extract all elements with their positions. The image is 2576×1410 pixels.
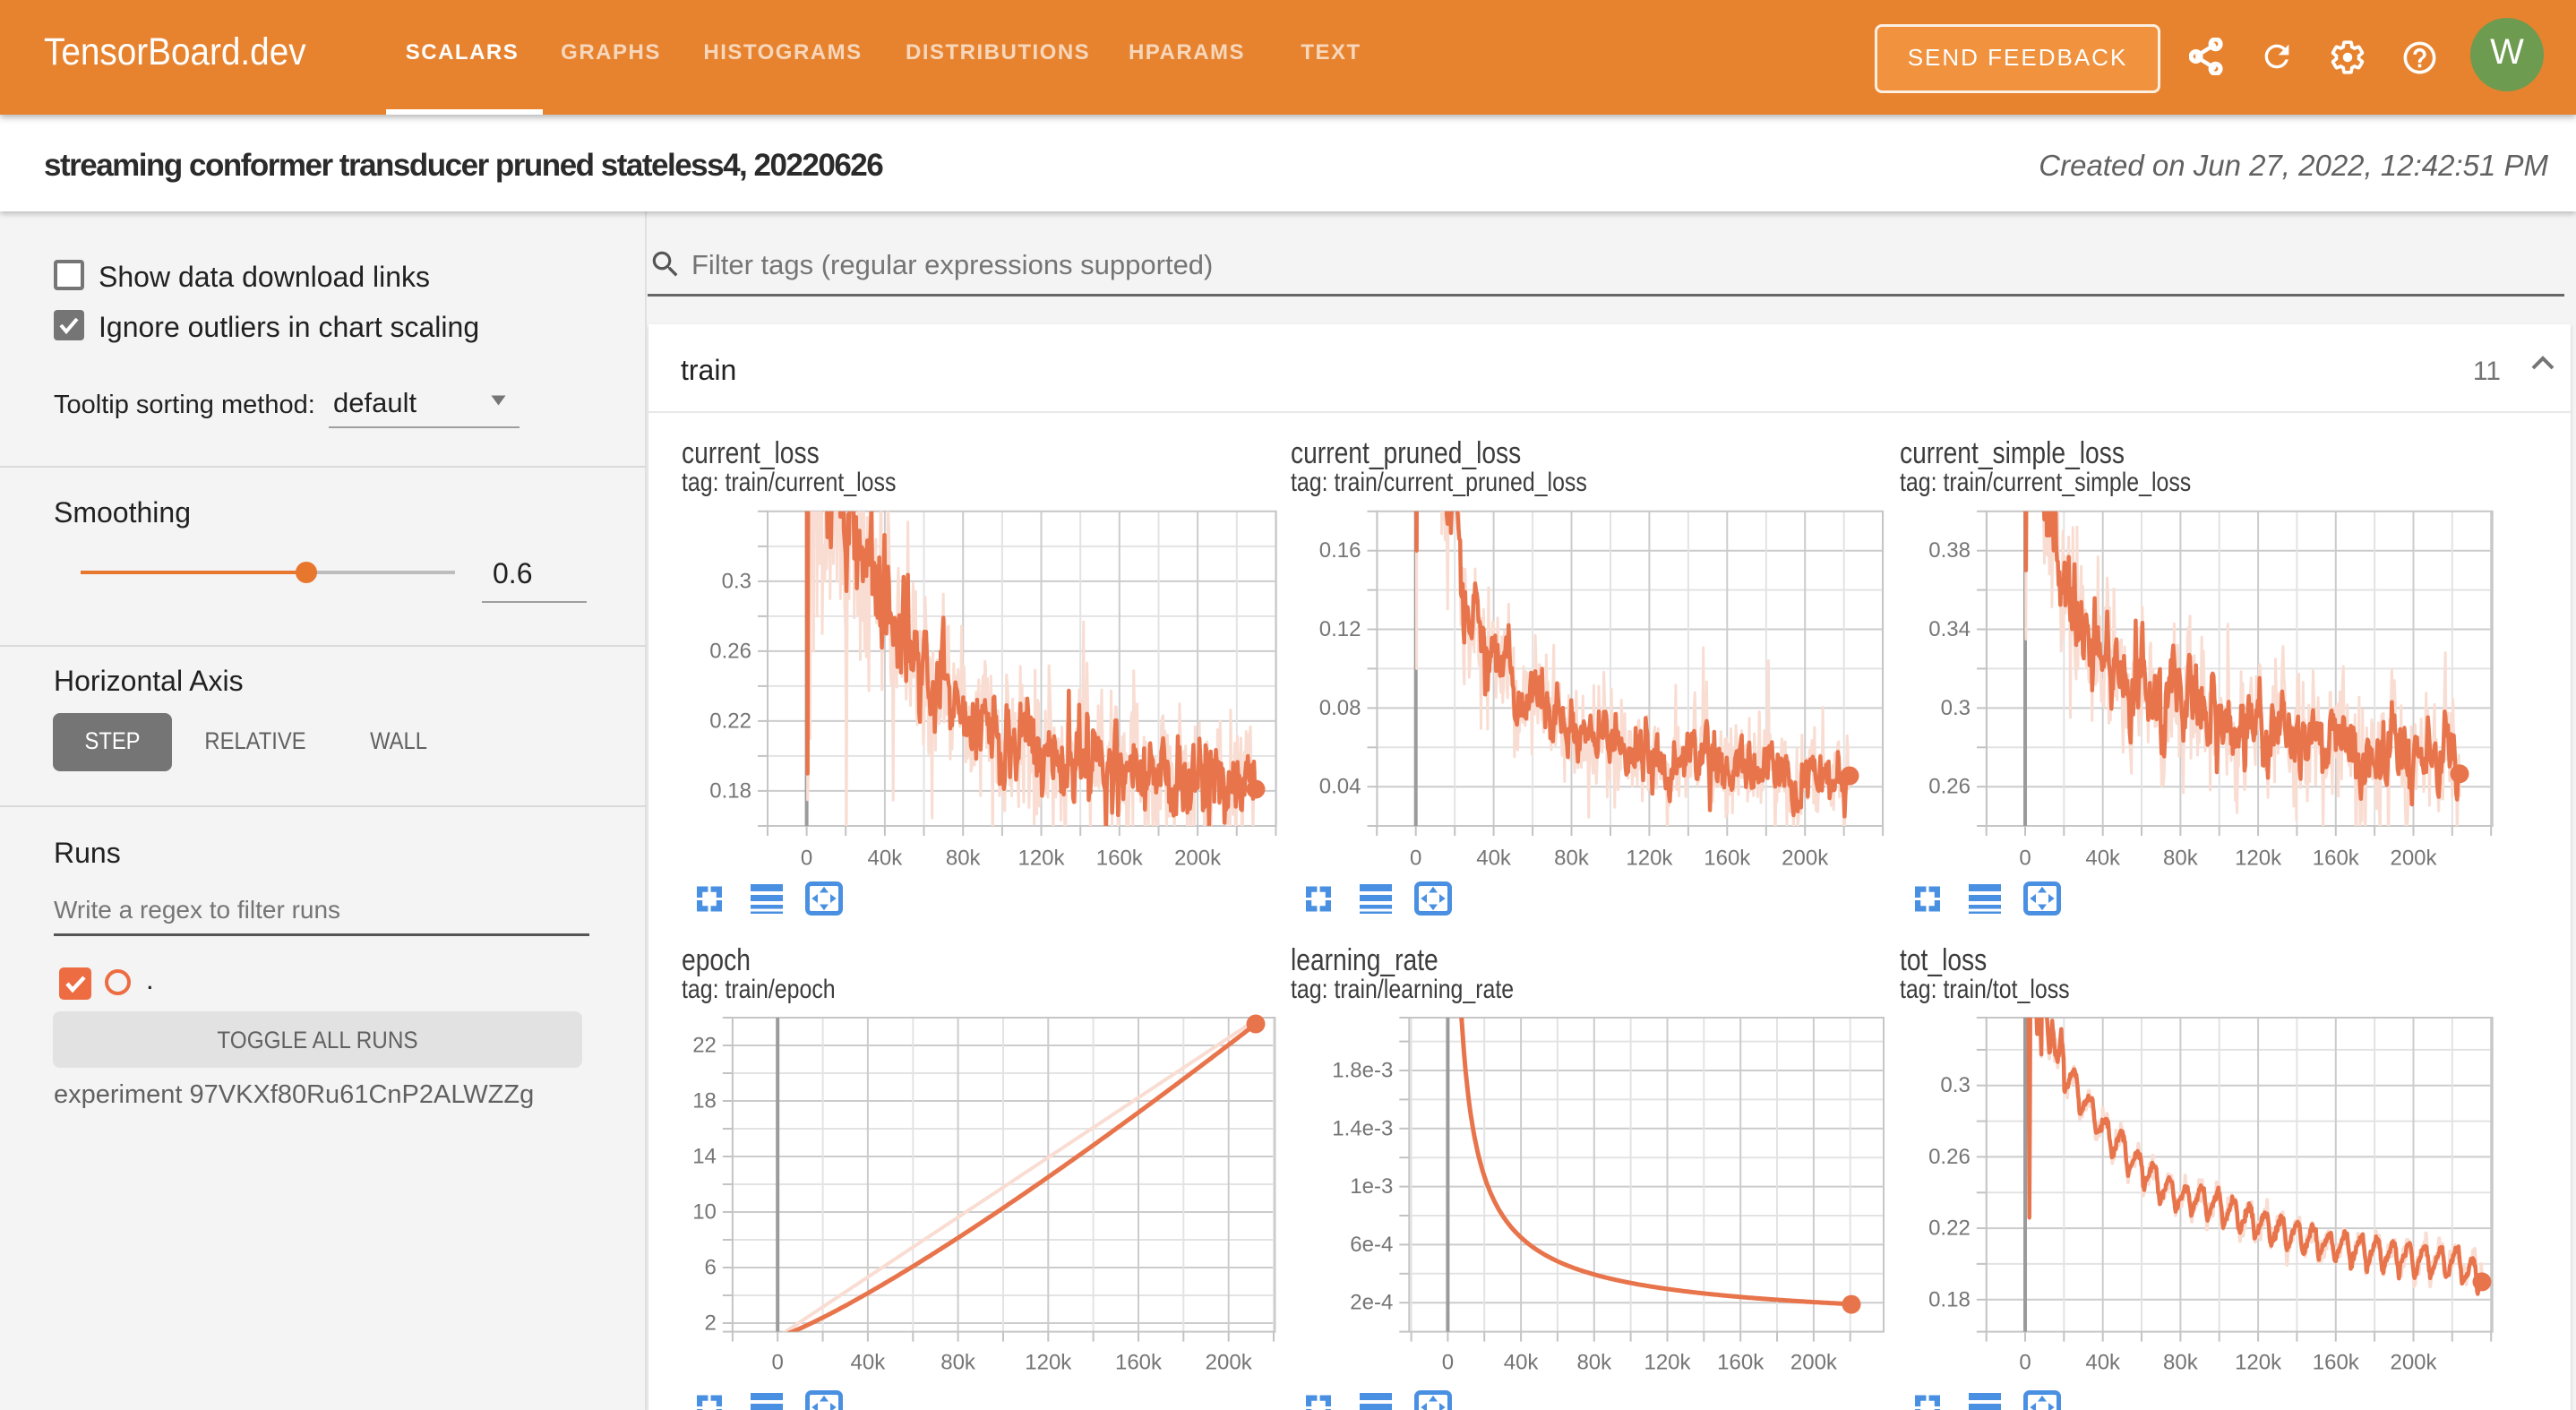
svg-text:160k: 160k xyxy=(1115,1351,1163,1375)
svg-text:0.18: 0.18 xyxy=(709,778,751,803)
svg-text:1.4e-3: 1.4e-3 xyxy=(1332,1116,1393,1140)
svg-text:18: 18 xyxy=(692,1089,717,1113)
svg-text:200k: 200k xyxy=(2390,847,2437,871)
svg-text:0.3: 0.3 xyxy=(722,569,751,593)
svg-text:80k: 80k xyxy=(2163,847,2199,871)
svg-text:0: 0 xyxy=(801,847,812,871)
svg-text:2: 2 xyxy=(705,1311,717,1336)
svg-text:80k: 80k xyxy=(2163,1351,2199,1375)
svg-text:0.38: 0.38 xyxy=(1928,538,1971,563)
svg-text:0: 0 xyxy=(1442,1351,1454,1375)
svg-text:0.22: 0.22 xyxy=(709,709,751,733)
svg-text:200k: 200k xyxy=(1206,1351,1253,1375)
svg-text:80k: 80k xyxy=(1576,1351,1612,1375)
svg-text:120k: 120k xyxy=(1018,847,1065,871)
svg-text:10: 10 xyxy=(692,1200,717,1225)
svg-text:0: 0 xyxy=(2019,847,2031,871)
svg-text:0.08: 0.08 xyxy=(1319,696,1361,720)
svg-text:160k: 160k xyxy=(1096,847,1144,871)
svg-text:14: 14 xyxy=(692,1145,717,1169)
svg-text:0.34: 0.34 xyxy=(1928,617,1971,641)
svg-text:80k: 80k xyxy=(946,847,982,871)
svg-text:22: 22 xyxy=(692,1034,717,1058)
svg-text:80k: 80k xyxy=(1554,847,1590,871)
svg-text:0.18: 0.18 xyxy=(1928,1287,1971,1311)
svg-text:40k: 40k xyxy=(2085,847,2121,871)
svg-text:0: 0 xyxy=(1410,847,1421,871)
svg-text:0: 0 xyxy=(772,1351,784,1375)
svg-text:1.8e-3: 1.8e-3 xyxy=(1332,1059,1393,1083)
svg-text:160k: 160k xyxy=(2313,847,2360,871)
svg-text:0.26: 0.26 xyxy=(1928,775,1971,799)
svg-text:0.22: 0.22 xyxy=(1928,1217,1971,1241)
svg-text:1e-3: 1e-3 xyxy=(1350,1174,1393,1199)
svg-text:160k: 160k xyxy=(1704,847,1751,871)
svg-text:2e-4: 2e-4 xyxy=(1350,1291,1393,1315)
svg-text:120k: 120k xyxy=(2235,1351,2282,1375)
svg-text:200k: 200k xyxy=(1782,847,1829,871)
svg-text:120k: 120k xyxy=(1626,847,1673,871)
svg-text:0.16: 0.16 xyxy=(1319,538,1361,563)
svg-text:120k: 120k xyxy=(2235,847,2282,871)
svg-text:40k: 40k xyxy=(851,1351,887,1375)
svg-text:0: 0 xyxy=(2019,1351,2031,1375)
svg-text:160k: 160k xyxy=(1717,1351,1765,1375)
svg-text:0.04: 0.04 xyxy=(1319,775,1361,799)
svg-text:6e-4: 6e-4 xyxy=(1350,1233,1393,1257)
svg-text:0.26: 0.26 xyxy=(709,639,751,663)
svg-text:40k: 40k xyxy=(868,847,904,871)
svg-text:80k: 80k xyxy=(940,1351,976,1375)
svg-text:6: 6 xyxy=(705,1256,717,1280)
svg-text:120k: 120k xyxy=(1644,1351,1691,1375)
svg-text:0.3: 0.3 xyxy=(1940,1073,1970,1097)
svg-text:160k: 160k xyxy=(2313,1351,2360,1375)
svg-text:40k: 40k xyxy=(1476,847,1512,871)
svg-text:40k: 40k xyxy=(2085,1351,2121,1375)
svg-text:200k: 200k xyxy=(1790,1351,1838,1375)
svg-text:0.3: 0.3 xyxy=(1941,696,1971,720)
svg-text:0.12: 0.12 xyxy=(1319,617,1361,641)
svg-text:0.26: 0.26 xyxy=(1928,1145,1971,1169)
svg-text:200k: 200k xyxy=(2390,1351,2437,1375)
svg-text:200k: 200k xyxy=(1174,847,1222,871)
svg-text:40k: 40k xyxy=(1504,1351,1540,1375)
svg-text:120k: 120k xyxy=(1025,1351,1072,1375)
